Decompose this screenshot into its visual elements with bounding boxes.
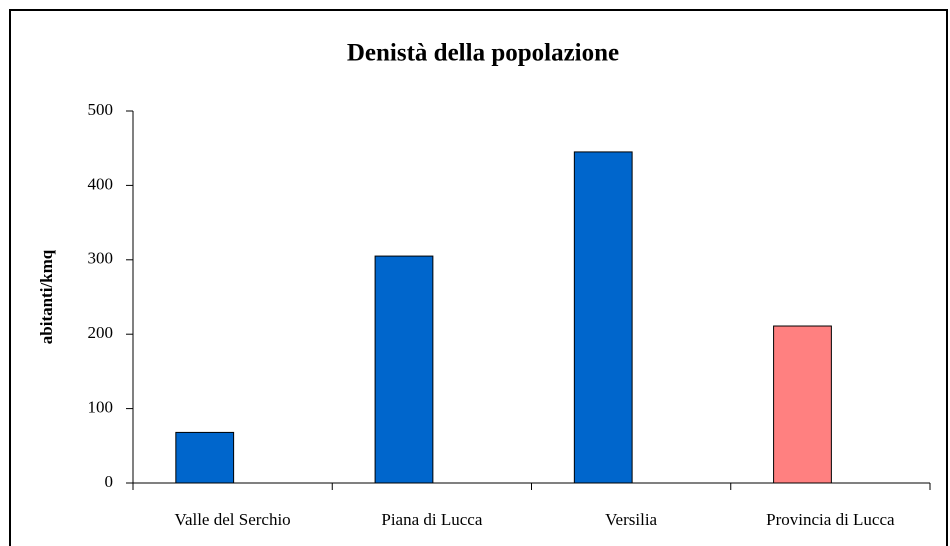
y-tick-label: 500: [88, 100, 114, 119]
x-tick-label: Piana di Lucca: [381, 510, 482, 529]
y-axis-label: abitanti/kmq: [37, 249, 56, 344]
x-tick-label: Versilia: [605, 510, 657, 529]
x-tick-label: Provincia di Lucca: [766, 510, 895, 529]
chart-title: Denistà della popolazione: [347, 40, 619, 67]
y-tick-label: 100: [88, 398, 114, 417]
y-tick-label: 400: [88, 174, 114, 193]
y-tick-label: 200: [88, 323, 114, 342]
bar: [573, 151, 633, 484]
bar: [773, 325, 832, 484]
y-tick-label: 0: [105, 472, 114, 491]
x-tick-label: Valle del Serchio: [175, 510, 291, 529]
bar: [175, 431, 235, 484]
y-tick-label: 300: [88, 249, 114, 268]
bar: [374, 255, 434, 484]
